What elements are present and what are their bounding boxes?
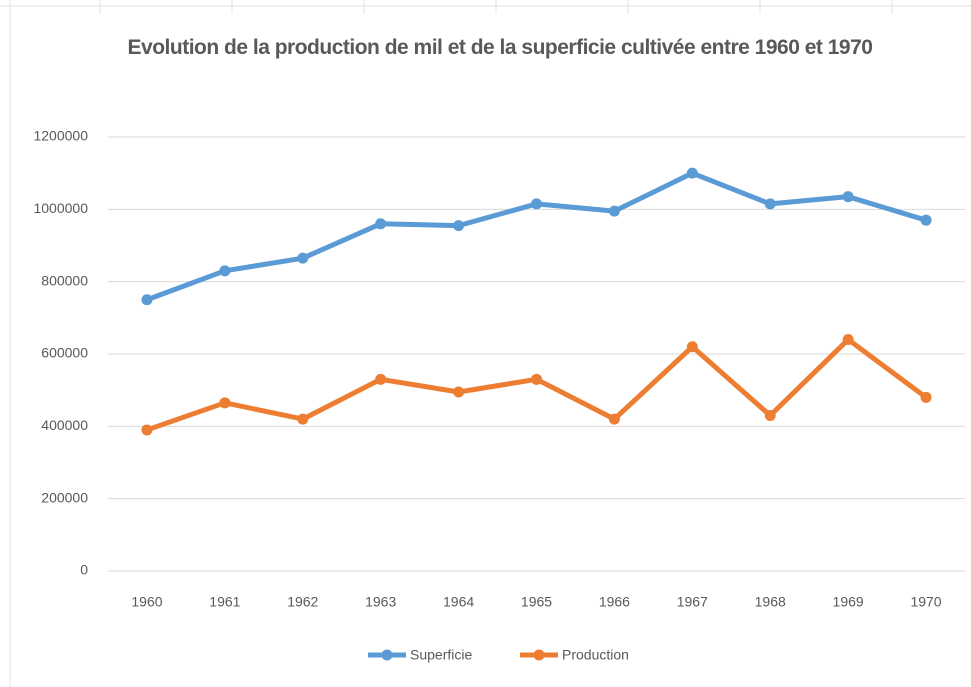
data-point	[219, 397, 231, 409]
data-point	[219, 265, 231, 277]
data-point	[297, 252, 309, 264]
data-point	[375, 218, 387, 230]
data-point	[375, 373, 387, 385]
x-tick-label: 1966	[599, 594, 630, 610]
data-point	[920, 391, 932, 403]
legend-label: Superficie	[410, 647, 472, 663]
y-tick-label: 200000	[41, 489, 88, 505]
legend-label: Production	[562, 647, 629, 663]
x-tick-label: 1961	[209, 594, 240, 610]
data-point	[686, 167, 698, 179]
data-point	[842, 191, 854, 203]
y-tick-label: 600000	[41, 345, 88, 361]
y-tick-label: 0	[80, 562, 88, 578]
legend-marker	[533, 649, 545, 661]
legend-marker	[381, 649, 393, 661]
y-tick-label: 1200000	[33, 128, 88, 144]
chart-title: Evolution de la production de mil et de …	[127, 36, 873, 59]
data-point	[297, 413, 309, 425]
data-point	[686, 341, 698, 353]
series-line	[146, 170, 927, 303]
x-tick-label: 1970	[910, 594, 941, 610]
data-point	[453, 386, 465, 398]
y-tick-label: 400000	[41, 417, 88, 433]
x-tick-label: 1962	[287, 594, 318, 610]
data-point	[531, 373, 542, 385]
data-point	[531, 198, 542, 210]
data-point	[764, 198, 776, 210]
x-tick-label: 1960	[131, 594, 162, 610]
data-point	[842, 334, 854, 346]
data-point	[608, 413, 620, 425]
data-point	[764, 409, 776, 421]
x-tick-label: 1967	[677, 594, 708, 610]
x-tick-label: 1968	[755, 594, 786, 610]
data-point	[608, 205, 620, 217]
y-tick-label: 800000	[41, 272, 88, 288]
x-tick-label: 1965	[521, 594, 552, 610]
y-tick-label: 1000000	[33, 200, 88, 216]
x-tick-label: 1969	[833, 594, 864, 610]
data-point	[141, 294, 153, 306]
x-tick-label: 1964	[443, 594, 474, 610]
x-tick-label: 1963	[365, 594, 396, 610]
data-point	[920, 214, 932, 226]
data-point	[141, 424, 153, 436]
data-point	[453, 220, 465, 232]
